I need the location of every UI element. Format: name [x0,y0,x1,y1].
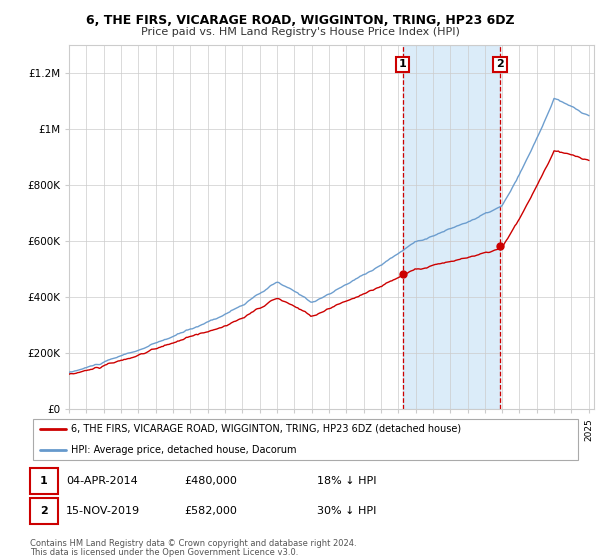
FancyBboxPatch shape [30,498,58,524]
Text: Contains HM Land Registry data © Crown copyright and database right 2024.: Contains HM Land Registry data © Crown c… [30,539,356,548]
Text: HPI: Average price, detached house, Dacorum: HPI: Average price, detached house, Daco… [71,445,297,455]
Text: £582,000: £582,000 [185,506,238,516]
Text: 2: 2 [40,506,47,516]
Text: 1: 1 [398,59,406,69]
Text: 04-APR-2014: 04-APR-2014 [66,476,137,486]
Text: 30% ↓ HPI: 30% ↓ HPI [317,506,376,516]
Text: 1: 1 [40,476,47,486]
Text: 6, THE FIRS, VICARAGE ROAD, WIGGINTON, TRING, HP23 6DZ (detached house): 6, THE FIRS, VICARAGE ROAD, WIGGINTON, T… [71,424,461,434]
Text: Price paid vs. HM Land Registry's House Price Index (HPI): Price paid vs. HM Land Registry's House … [140,27,460,37]
FancyBboxPatch shape [33,419,578,460]
Text: 2: 2 [496,59,504,69]
Text: 6, THE FIRS, VICARAGE ROAD, WIGGINTON, TRING, HP23 6DZ: 6, THE FIRS, VICARAGE ROAD, WIGGINTON, T… [86,14,514,27]
FancyBboxPatch shape [30,468,58,494]
Text: This data is licensed under the Open Government Licence v3.0.: This data is licensed under the Open Gov… [30,548,298,557]
Text: 18% ↓ HPI: 18% ↓ HPI [317,476,377,486]
Text: £480,000: £480,000 [185,476,238,486]
Bar [403,45,500,409]
Text: 15-NOV-2019: 15-NOV-2019 [66,506,140,516]
